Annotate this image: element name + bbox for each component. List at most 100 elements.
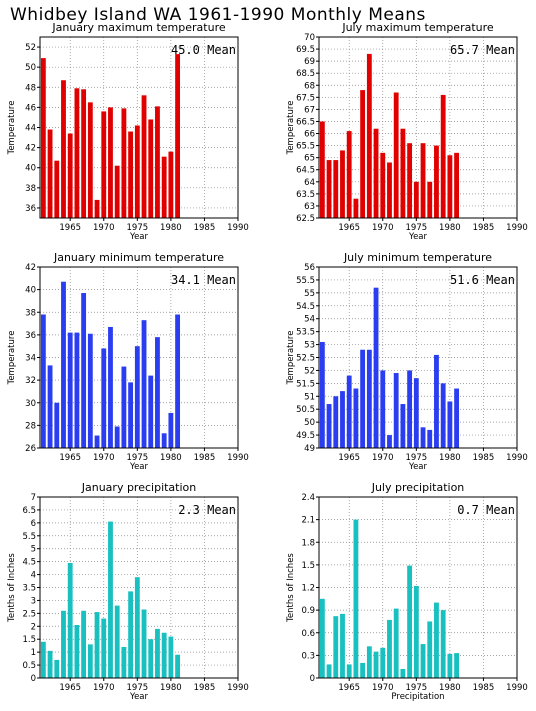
y-tick-label: 1 xyxy=(31,648,36,658)
bar-1981 xyxy=(175,54,181,218)
bar-1975 xyxy=(134,577,140,678)
bar-1965 xyxy=(346,375,352,448)
bar-1971 xyxy=(108,326,113,448)
y-axis-label: Tenths of Inches xyxy=(286,553,296,623)
bar-1966 xyxy=(353,388,359,448)
bar-1975 xyxy=(413,585,419,678)
bar-1981 xyxy=(454,388,460,448)
bar-1965 xyxy=(67,562,73,678)
x-tick-label: 1985 xyxy=(473,453,495,463)
y-tick-label: 30 xyxy=(25,399,36,409)
bar-1962 xyxy=(47,365,53,448)
page-title-text: Whidbey Island WA 1961-1990 Monthly Mean… xyxy=(10,5,426,25)
bar-1972 xyxy=(114,605,120,678)
bar-1974 xyxy=(407,143,413,218)
x-tick-label: 1970 xyxy=(372,683,394,693)
y-tick-label: 1.2 xyxy=(301,584,315,594)
chart-panel-5: January precipitation 0 0.5 1 1.5 2 2.5 3 3.5 4 4.… xyxy=(7,481,249,702)
x-tick-label: 1985 xyxy=(473,223,495,233)
bar-1979 xyxy=(161,433,167,448)
x-axis-label: Year xyxy=(129,232,149,242)
chart-panel-4: July minimum temperature 49 49.5 50 50.5 51 51… xyxy=(286,251,528,472)
x-tick-label: 1990 xyxy=(506,683,528,693)
y-tick-label: 46 xyxy=(25,103,36,113)
bar-1966 xyxy=(353,198,359,218)
bar-1975 xyxy=(413,378,419,448)
bar-1963 xyxy=(54,659,60,678)
bar-1981 xyxy=(454,152,460,218)
y-tick-label: 42 xyxy=(25,263,36,273)
bar-1976 xyxy=(141,95,147,218)
bar-1972 xyxy=(393,373,399,448)
bar-1974 xyxy=(128,382,134,448)
y-tick-label: 6.5 xyxy=(22,506,36,516)
bar-1980 xyxy=(168,636,174,678)
bar-1976 xyxy=(141,609,147,678)
y-tick-label: 38 xyxy=(25,308,36,318)
y-tick-label: 2.1 xyxy=(301,516,315,526)
y-axis-label: Tenths of Inches xyxy=(7,553,17,623)
bar-1969 xyxy=(373,128,379,218)
x-tick-label: 1990 xyxy=(227,223,249,233)
y-tick-label: 63.5 xyxy=(296,190,315,200)
bar-1980 xyxy=(168,412,174,448)
bar-1966 xyxy=(353,519,359,678)
x-tick-label: 1975 xyxy=(127,223,149,233)
x-tick-label: 1970 xyxy=(372,453,394,463)
bar-1962 xyxy=(326,160,332,218)
bar-1975 xyxy=(413,181,419,218)
x-tick-label: 1990 xyxy=(227,453,249,463)
bar-1968 xyxy=(87,644,93,678)
bar-1977 xyxy=(427,181,433,218)
plot-frame xyxy=(318,36,518,219)
bar-1964 xyxy=(340,613,345,678)
x-tick-label: 1970 xyxy=(93,223,115,233)
bar-1970 xyxy=(101,618,107,678)
mean-label: 65.7 Mean xyxy=(450,43,515,57)
y-tick-label: 5 xyxy=(31,545,36,555)
bar-1978 xyxy=(434,602,439,678)
bar-1965 xyxy=(67,332,73,448)
y-tick-label: 49.5 xyxy=(296,431,315,441)
x-axis-label: Year xyxy=(408,232,428,242)
chart-panel-6: July precipitation 0 0.3 0.6 0.9 1.2 1.5 1.8 2.1… xyxy=(286,481,528,702)
y-tick-label: 44 xyxy=(25,124,36,134)
x-tick-label: 1990 xyxy=(506,223,528,233)
y-tick-label: 54.5 xyxy=(296,302,315,312)
bar-1977 xyxy=(427,429,433,448)
y-tick-label: 51 xyxy=(304,392,315,402)
bar-1976 xyxy=(420,644,426,678)
bar-1981 xyxy=(454,653,460,678)
x-tick-label: 1980 xyxy=(160,223,182,233)
y-tick-label: 53.5 xyxy=(296,328,315,338)
bar-1961 xyxy=(40,641,46,678)
x-axis-label: Precipitation xyxy=(391,692,444,702)
x-tick-label: 1970 xyxy=(93,683,115,693)
x-tick-label: 1975 xyxy=(127,453,149,463)
bar-1963 xyxy=(54,402,60,448)
y-axis-label: Temperature xyxy=(286,101,296,156)
bar-1975 xyxy=(134,346,140,448)
bar-1966 xyxy=(74,88,80,219)
y-tick-label: 28 xyxy=(25,421,36,431)
mean-label: 45.0 Mean xyxy=(171,43,236,57)
bar-1970 xyxy=(380,370,386,448)
chart-title: January precipitation xyxy=(81,481,197,494)
bar-1962 xyxy=(47,650,53,678)
bar-1980 xyxy=(447,401,453,448)
bar-1970 xyxy=(101,348,107,448)
chart-title: July minimum temperature xyxy=(343,251,492,264)
y-tick-label: 56 xyxy=(304,263,315,273)
y-tick-label: 34 xyxy=(25,354,36,364)
x-tick-label: 1970 xyxy=(372,223,394,233)
bar-1977 xyxy=(148,375,154,448)
bar-1966 xyxy=(74,332,80,448)
y-tick-label: 5.5 xyxy=(22,532,36,542)
y-tick-label: 42 xyxy=(25,144,36,154)
bar-1968 xyxy=(366,349,372,448)
bar-1971 xyxy=(387,619,392,678)
bar-1963 xyxy=(54,160,60,218)
y-tick-label: 6 xyxy=(31,519,36,529)
bar-1973 xyxy=(400,128,406,218)
y-tick-label: 50 xyxy=(25,63,36,73)
